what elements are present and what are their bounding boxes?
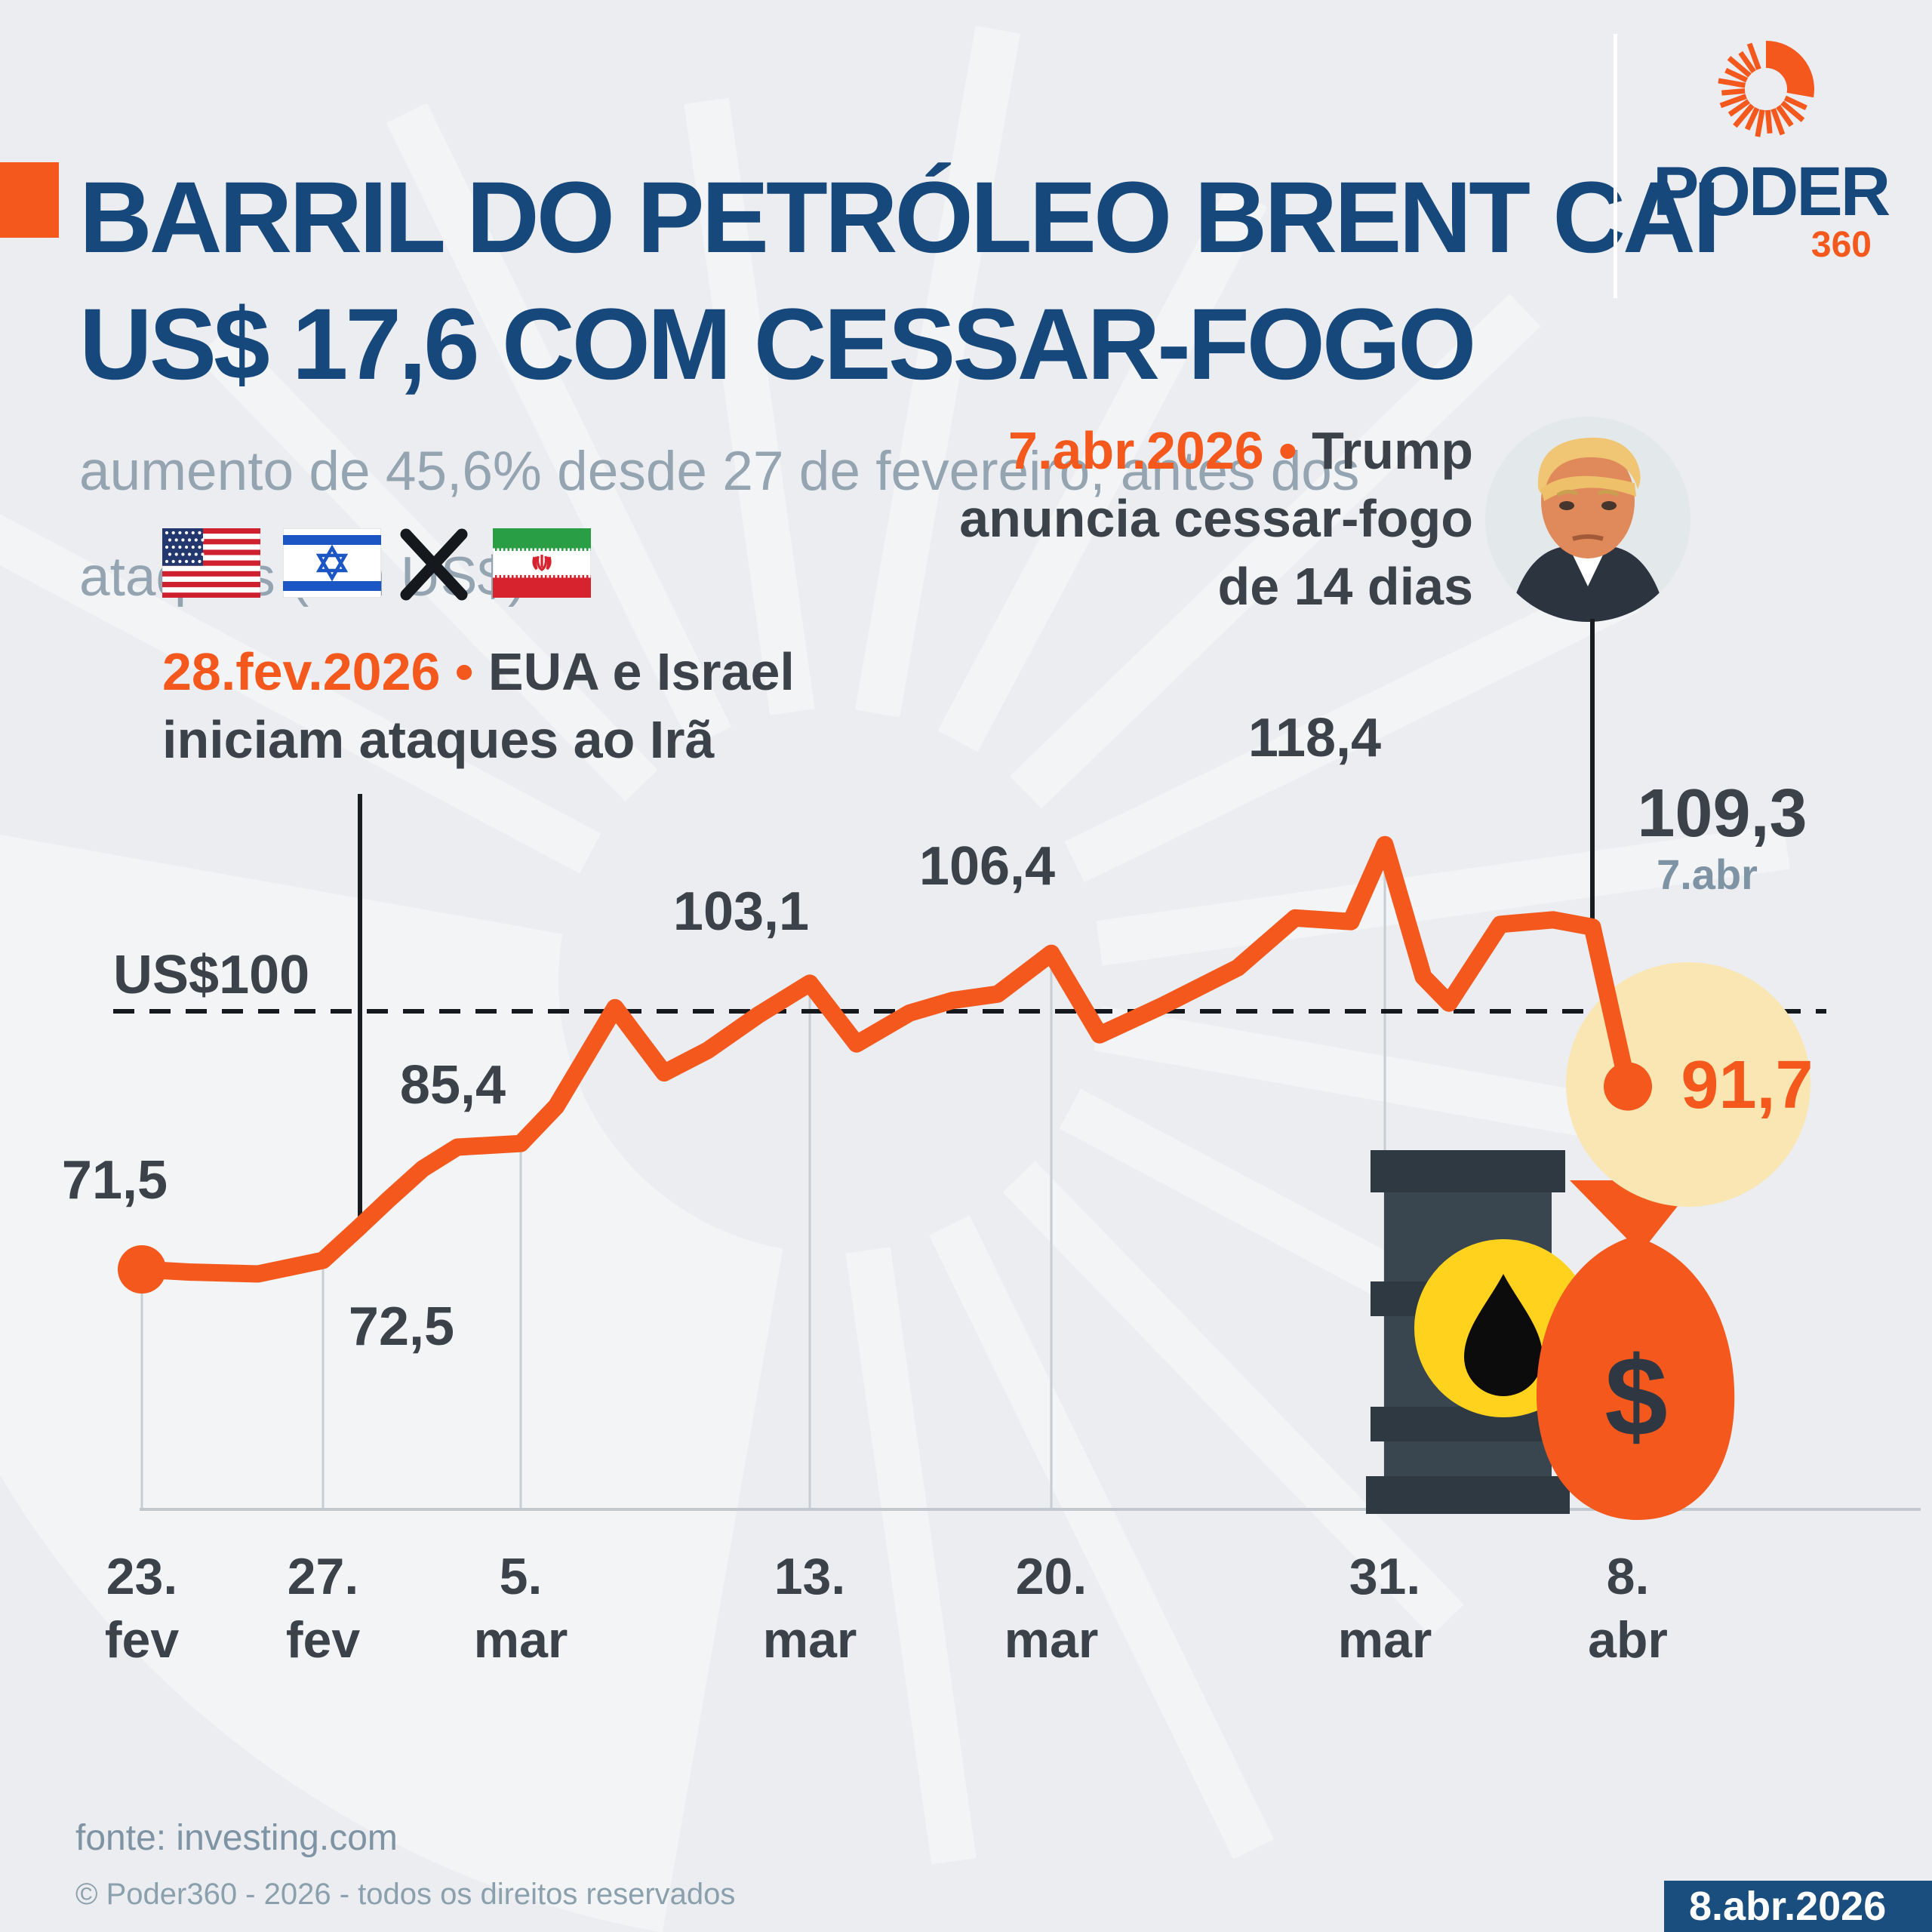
value-label: 103,1 bbox=[673, 881, 809, 942]
value-label: 71,5 bbox=[62, 1150, 168, 1211]
attack-annotation: 28.fev.2026 • EUA e Israel iniciam ataqu… bbox=[162, 638, 795, 774]
bullet-separator: • bbox=[1278, 421, 1297, 480]
logo-divider bbox=[1614, 34, 1617, 298]
x-tick-month: abr bbox=[1588, 1611, 1668, 1669]
ceasefire-line3: de 14 dias bbox=[1217, 557, 1473, 616]
us-flag bbox=[162, 528, 260, 598]
x-tick-month: mar bbox=[1338, 1611, 1432, 1669]
trump-photo bbox=[1485, 417, 1690, 622]
x-tick-month: mar bbox=[1004, 1611, 1099, 1669]
title-line2: US$ 17,6 COM CESSAR-FOGO bbox=[79, 288, 1476, 401]
iran-flag bbox=[493, 528, 591, 598]
poder360-logo: PODER 360 bbox=[1653, 30, 1890, 287]
title-line1: BARRIL DO PETRÓLEO BRENT CAI bbox=[79, 162, 1721, 274]
ceasefire-date: 7.abr.2026 bbox=[1008, 421, 1264, 480]
x-tick-month: fev bbox=[286, 1611, 360, 1669]
source-note: fonte: investing.com bbox=[75, 1818, 398, 1858]
logo-wordmark: PODER bbox=[1653, 153, 1890, 230]
dollar-sign: $ bbox=[1604, 1333, 1667, 1460]
highlight-circle bbox=[1566, 962, 1810, 1207]
value-label: 118,4 bbox=[1248, 708, 1381, 768]
data-point-dot bbox=[1604, 1062, 1652, 1111]
x-tick-day: 20. bbox=[1016, 1548, 1088, 1605]
data-point-dot bbox=[118, 1245, 166, 1294]
money-bag-icon: $ bbox=[1536, 1180, 1735, 1520]
value-label: 91,7 bbox=[1681, 1048, 1813, 1123]
value-label: 106,4 bbox=[919, 836, 1055, 897]
x-tick-day: 23. bbox=[106, 1548, 178, 1605]
page-title: BARRIL DO PETRÓLEO BRENT CAI US$ 17,6 CO… bbox=[79, 155, 1721, 408]
accent-square bbox=[0, 162, 59, 238]
bullet-separator: • bbox=[454, 642, 474, 701]
ceasefire-annotation: 7.abr.2026 • Trump anuncia cessar-fogo d… bbox=[959, 417, 1473, 620]
x-tick-month: fev bbox=[105, 1611, 179, 1669]
copyright-note: © Poder360 - 2026 - todos os direitos re… bbox=[75, 1878, 736, 1911]
value-label: 7.abr bbox=[1657, 851, 1758, 898]
flags-row bbox=[162, 527, 600, 601]
x-tick-day: 31. bbox=[1349, 1548, 1421, 1605]
logo-360: 360 bbox=[1810, 225, 1872, 265]
value-label: 72,5 bbox=[349, 1297, 454, 1357]
israel-flag bbox=[283, 528, 381, 598]
x-tick-day: 27. bbox=[288, 1548, 359, 1605]
price-line bbox=[133, 835, 1637, 1283]
x-tick-day: 13. bbox=[774, 1548, 846, 1605]
ceasefire-line1: Trump bbox=[1312, 421, 1473, 480]
attack-date: 28.fev.2026 bbox=[162, 642, 441, 701]
versus-x-icon bbox=[400, 528, 468, 601]
value-label: 109,3 bbox=[1637, 776, 1807, 851]
x-tick-day: 5. bbox=[500, 1548, 543, 1605]
ceasefire-line2: anuncia cessar-fogo bbox=[959, 489, 1473, 548]
date-badge: 8.abr.2026 bbox=[1664, 1881, 1932, 1932]
x-tick-month: mar bbox=[763, 1611, 857, 1669]
attack-line1: EUA e Israel bbox=[488, 642, 795, 701]
value-label: 85,4 bbox=[400, 1055, 506, 1115]
poder360-starburst-icon bbox=[1718, 41, 1814, 137]
reference-line-label: US$100 bbox=[113, 945, 309, 1005]
subtitle-line1: aumento de 45,6% desde 27 de fevereiro, … bbox=[79, 441, 1360, 502]
x-tick-day: 8. bbox=[1607, 1548, 1650, 1605]
x-tick-month: mar bbox=[474, 1611, 568, 1669]
attack-line2: iniciam ataques ao Irã bbox=[162, 710, 715, 769]
